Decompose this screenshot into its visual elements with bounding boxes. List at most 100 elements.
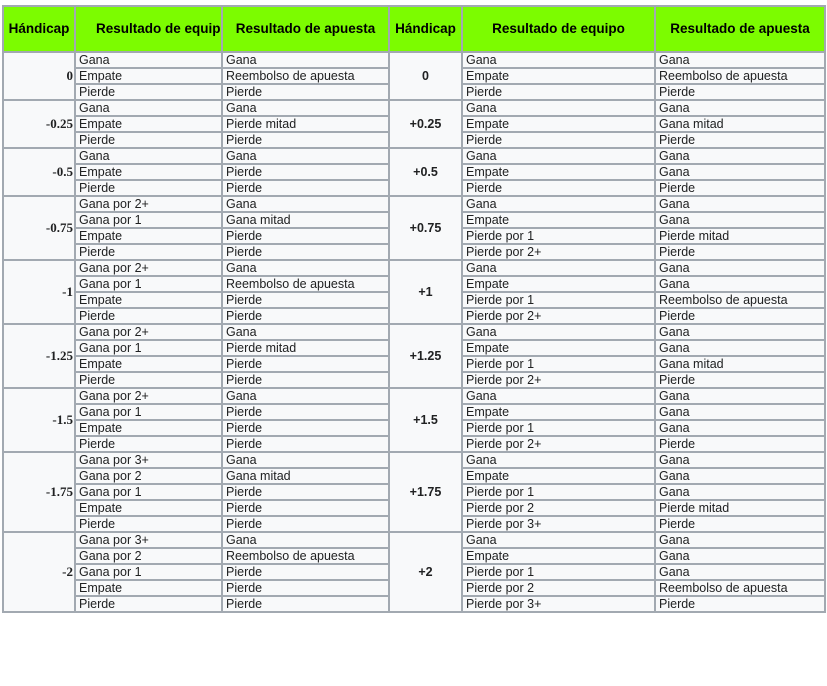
team-result: Empate	[461, 275, 656, 293]
team-result: Pierde por 2+	[461, 435, 656, 453]
bet-result: Gana	[654, 403, 826, 421]
bet-result: Gana	[221, 531, 390, 549]
bet-result: Pierde	[221, 227, 390, 245]
team-result: Pierde por 2+	[461, 243, 656, 261]
bet-result: Reembolso de apuesta	[221, 67, 390, 85]
bet-result: Pierde mitad	[221, 339, 390, 357]
table-row: -0.25 Gana Gana +0.25 Gana Gana	[2, 99, 826, 149]
bet-result: Pierde	[654, 243, 826, 261]
bet-result: Pierde	[221, 355, 390, 373]
bet-result: Gana	[654, 387, 826, 405]
header-team-result: Resultado de equipo	[461, 5, 656, 53]
bet-result: Pierde	[221, 563, 390, 581]
team-result: Empate	[461, 67, 656, 85]
table-row: Gana por 2 Gana mitad Empate Gana	[3, 467, 826, 485]
table-row: 0 Gana Gana 0 Gana Gana	[2, 51, 826, 101]
handicap-value: -1.25	[2, 323, 76, 389]
team-result: Gana	[461, 451, 656, 469]
bet-result: Pierde	[221, 403, 390, 421]
table-row: Pierde Pierde Pierde Pierde	[3, 83, 826, 101]
table-row: Empate Pierde mitad Empate Gana mitad	[3, 115, 826, 133]
bet-result: Pierde	[221, 163, 390, 181]
bet-result: Pierde	[221, 595, 390, 613]
team-result: Gana por 1	[74, 339, 223, 357]
handicap-value: -2	[2, 531, 76, 613]
header-team-result: Resultado de equipo	[74, 5, 223, 53]
table-row: Empate Pierde Pierde por 1 Reembolso de apu…	[3, 291, 826, 309]
team-result: Empate	[74, 499, 223, 517]
team-result: Gana	[461, 387, 656, 405]
table-row: Empate Pierde Pierde por 1 Gana mitad	[3, 355, 826, 373]
table-row: Pierde Pierde Pierde por 3+ Pierde	[3, 595, 826, 613]
team-result: Pierde	[461, 179, 656, 197]
bet-result: Gana	[221, 51, 390, 69]
team-result: Gana por 2+	[74, 387, 223, 405]
handicap-value: +2	[388, 531, 463, 613]
bet-result: Gana	[654, 547, 826, 565]
bet-result: Gana mitad	[654, 355, 826, 373]
bet-result: Reembolso de apuesta	[654, 291, 826, 309]
bet-result: Gana	[654, 531, 826, 549]
bet-result: Gana	[221, 147, 390, 165]
team-result: Pierde	[74, 131, 223, 149]
team-result: Gana por 2+	[74, 195, 223, 213]
bet-result: Gana	[654, 147, 826, 165]
header-row: Hándicap Resultado de equipo Resultado d…	[2, 5, 826, 53]
bet-result: Gana mitad	[221, 211, 390, 229]
header-bet-result: Resultado de apuesta	[221, 5, 390, 53]
table-row: Gana por 1 Pierde Pierde por 1 Gana	[3, 483, 826, 501]
handicap-value: +1.25	[388, 323, 463, 389]
team-result: Gana	[74, 51, 223, 69]
team-result: Gana por 1	[74, 275, 223, 293]
team-result: Pierde	[74, 435, 223, 453]
table-row: Gana por 1 Pierde mitad Empate Gana	[3, 339, 826, 357]
team-result: Empate	[74, 67, 223, 85]
team-result: Pierde por 2+	[461, 371, 656, 389]
bet-result: Gana	[654, 323, 826, 341]
table-row: -1.75 Gana por 3+ Gana +1.75 Gana Gana	[2, 451, 826, 533]
table-row: -2 Gana por 3+ Gana +2 Gana Gana	[2, 531, 826, 613]
handicap-value: -0.25	[2, 99, 76, 149]
bet-result: Gana	[221, 387, 390, 405]
team-result: Gana por 2+	[74, 323, 223, 341]
team-result: Empate	[74, 419, 223, 437]
team-result: Empate	[461, 211, 656, 229]
handicap-value: 0	[388, 51, 463, 101]
bet-result: Reembolso de apuesta	[654, 67, 826, 85]
table-row: -1 Gana por 2+ Gana +1 Gana Gana	[2, 259, 826, 325]
team-result: Gana	[74, 147, 223, 165]
header-bet-result: Resultado de apuesta	[654, 5, 826, 53]
bet-result: Gana	[654, 275, 826, 293]
team-result: Pierde por 1	[461, 227, 656, 245]
team-result: Pierde	[74, 307, 223, 325]
table-row: Gana por 2 Reembolso de apuesta Empate Gana	[3, 547, 826, 565]
bet-result: Gana	[654, 259, 826, 277]
bet-result: Pierde	[654, 371, 826, 389]
team-result: Pierde por 1	[461, 291, 656, 309]
team-result: Empate	[74, 579, 223, 597]
team-result: Pierde	[74, 371, 223, 389]
bet-result: Pierde	[221, 131, 390, 149]
bet-result: Pierde	[221, 307, 390, 325]
bet-result: Pierde	[221, 83, 390, 101]
bet-result: Gana	[654, 451, 826, 469]
team-result: Gana	[461, 259, 656, 277]
table-row: Gana por 1 Reembolso de apuesta Empate Gana	[3, 275, 826, 293]
team-result: Empate	[461, 115, 656, 133]
bet-result: Gana	[654, 339, 826, 357]
bet-result: Gana	[221, 259, 390, 277]
bet-result: Pierde	[221, 499, 390, 517]
table-row: Pierde Pierde Pierde por 2+ Pierde	[3, 371, 826, 389]
handicap-value: 0	[2, 51, 76, 101]
header-handicap: Hándicap	[2, 5, 76, 53]
table-row: -0.75 Gana por 2+ Gana +0.75 Gana Gana	[2, 195, 826, 261]
team-result: Gana por 2	[74, 547, 223, 565]
table-row: Pierde Pierde Pierde por 2+ Pierde	[3, 435, 826, 453]
team-result: Gana	[74, 99, 223, 117]
bet-result: Pierde	[221, 435, 390, 453]
team-result: Pierde	[461, 131, 656, 149]
bet-result: Pierde	[654, 435, 826, 453]
bet-result: Gana	[654, 483, 826, 501]
team-result: Pierde por 3+	[461, 515, 656, 533]
team-result: Empate	[461, 163, 656, 181]
